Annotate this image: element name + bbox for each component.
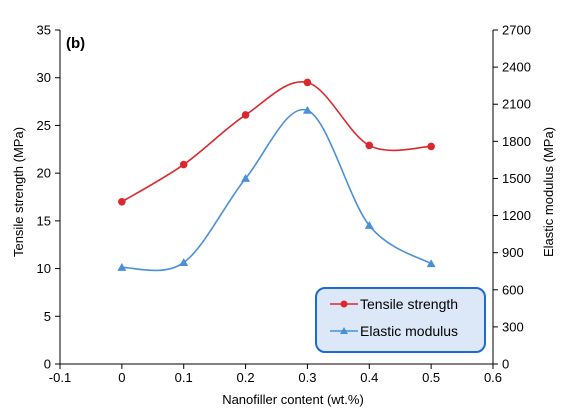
data-point-tensile-strength-5 bbox=[427, 142, 435, 151]
y-tick-label-20: 20 bbox=[37, 166, 51, 181]
series-layer bbox=[117, 78, 436, 272]
y2-tick-label-1800: 1800 bbox=[502, 134, 531, 149]
y-tick-label-15: 15 bbox=[37, 213, 51, 228]
data-point-tensile-strength-0 bbox=[118, 197, 126, 206]
x-tick-labels: -0.1 0 0.1 0.2 0.3 0.4 0.5 0.6 bbox=[49, 370, 502, 385]
x-tick-label-0-3: 0.3 bbox=[298, 370, 316, 385]
legend: Tensile strength Elastic modulus bbox=[315, 287, 486, 353]
y2-axis-title: Elastic modulus (MPa) bbox=[541, 127, 556, 257]
legend-box bbox=[315, 287, 486, 353]
panel-label: (b) bbox=[66, 35, 85, 52]
y2-tick-labels: 0 300 600 900 1200 1500 1800 2100 2400 2700 bbox=[502, 23, 531, 372]
x-tick-label-0-5: 0.5 bbox=[422, 370, 440, 385]
legend-marker-tensile-strength bbox=[340, 300, 348, 308]
y2-tick-label-2400: 2400 bbox=[502, 60, 531, 75]
legend-marker-elastic-modulus bbox=[340, 327, 348, 334]
data-point-elastic-modulus-5 bbox=[426, 259, 436, 268]
x-tick-label-0-6: 0.6 bbox=[484, 370, 502, 385]
x-tick-label-0: 0 bbox=[118, 370, 125, 385]
y-tick-labels: 0 5 10 15 20 25 30 35 bbox=[37, 23, 51, 372]
y-tick-label-25: 25 bbox=[37, 118, 51, 133]
data-point-elastic-modulus-4 bbox=[364, 220, 374, 229]
y2-tick-label-0: 0 bbox=[502, 357, 509, 372]
x-tick-label-0-4: 0.4 bbox=[360, 370, 378, 385]
y2-tick-label-2700: 2700 bbox=[502, 23, 531, 38]
x-tick-label-0-2: 0.2 bbox=[237, 370, 255, 385]
data-point-elastic-modulus-3 bbox=[302, 105, 312, 114]
y-tick-label-5: 5 bbox=[44, 309, 51, 324]
x-tick-marks bbox=[59, 364, 494, 369]
x-axis-title: Nanofiller content (wt.%) bbox=[222, 392, 364, 407]
y-tick-label-10: 10 bbox=[37, 261, 51, 276]
y-tick-label-35: 35 bbox=[37, 23, 51, 38]
data-point-tensile-strength-2 bbox=[241, 111, 250, 119]
x-tick-label-0-1: 0.1 bbox=[175, 370, 193, 385]
y2-tick-label-1500: 1500 bbox=[502, 171, 531, 186]
data-point-tensile-strength-1 bbox=[179, 160, 188, 169]
data-point-elastic-modulus-2 bbox=[241, 173, 251, 182]
y-tick-marks bbox=[55, 29, 60, 365]
data-point-elastic-modulus-0 bbox=[117, 263, 127, 271]
y2-tick-label-1200: 1200 bbox=[502, 208, 531, 223]
x-tick-label-0-1: -0.1 bbox=[49, 370, 71, 385]
y-axis-title: Tensile strength (MPa) bbox=[11, 127, 26, 257]
legend-label-tensile-strength: Tensile strength bbox=[360, 296, 458, 312]
data-point-tensile-strength-4 bbox=[365, 141, 374, 150]
legend-label-elastic-modulus: Elastic modulus bbox=[360, 323, 458, 339]
y2-tick-label-900: 900 bbox=[502, 245, 524, 260]
y2-tick-marks bbox=[493, 29, 498, 365]
data-point-elastic-modulus-1 bbox=[179, 258, 189, 266]
y2-tick-label-300: 300 bbox=[502, 319, 524, 334]
y-tick-label-0: 0 bbox=[44, 357, 51, 372]
y2-tick-label-600: 600 bbox=[502, 282, 524, 297]
y2-tick-label-2100: 2100 bbox=[502, 97, 531, 112]
data-point-tensile-strength-3 bbox=[303, 78, 312, 87]
y-tick-label-30: 30 bbox=[37, 70, 51, 85]
legend-item-elastic-modulus: Elastic modulus bbox=[330, 323, 458, 339]
legend-item-tensile-strength: Tensile strength bbox=[330, 296, 458, 312]
series-line-tensile-strength bbox=[121, 81, 432, 203]
